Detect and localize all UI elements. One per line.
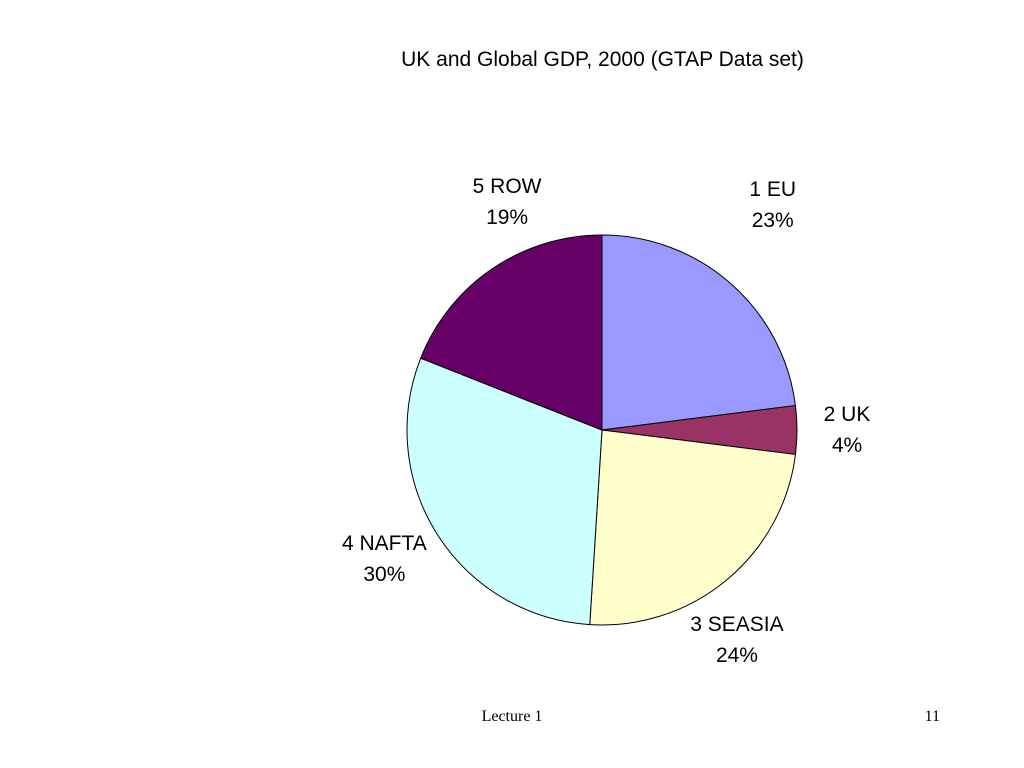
slice-category-label: 5 ROW — [472, 174, 542, 198]
slice-percent-label: 30% — [363, 562, 406, 586]
footer-lecture-label: Lecture 1 — [481, 708, 543, 725]
slice-label-3-seasia: 3 SEASIA 24% — [657, 609, 817, 671]
slice-category-label: 3 SEASIA — [690, 612, 784, 636]
slice-category-label: 4 NAFTA — [341, 531, 427, 555]
slice-category-label: 1 EU — [749, 177, 797, 201]
slice-percent-label: 24% — [715, 643, 758, 667]
pie-slice-5-row — [420, 234, 603, 431]
chart-title: UK and Global GDP, 2000 (GTAP Data set) — [401, 48, 804, 71]
slice-label-5-row: 5 ROW 19% — [427, 171, 587, 233]
slice-category-label: 2 UK — [823, 403, 871, 426]
slice-percent-label: 4% — [831, 434, 863, 457]
page-number: 11 — [924, 708, 940, 725]
pie-slice-1-eu — [601, 234, 797, 431]
slice-label-2-uk: 2 UK 4% — [767, 399, 927, 461]
slice-label-4-nafta: 4 NAFTA 30% — [304, 528, 464, 590]
pie-slice-4-nafta — [406, 357, 603, 626]
slice-percent-label: 19% — [486, 205, 529, 229]
slice-label-1-eu: 1 EU 23% — [693, 174, 853, 236]
pie-slice-3-seasia — [589, 429, 797, 626]
slice-percent-label: 23% — [751, 208, 794, 232]
